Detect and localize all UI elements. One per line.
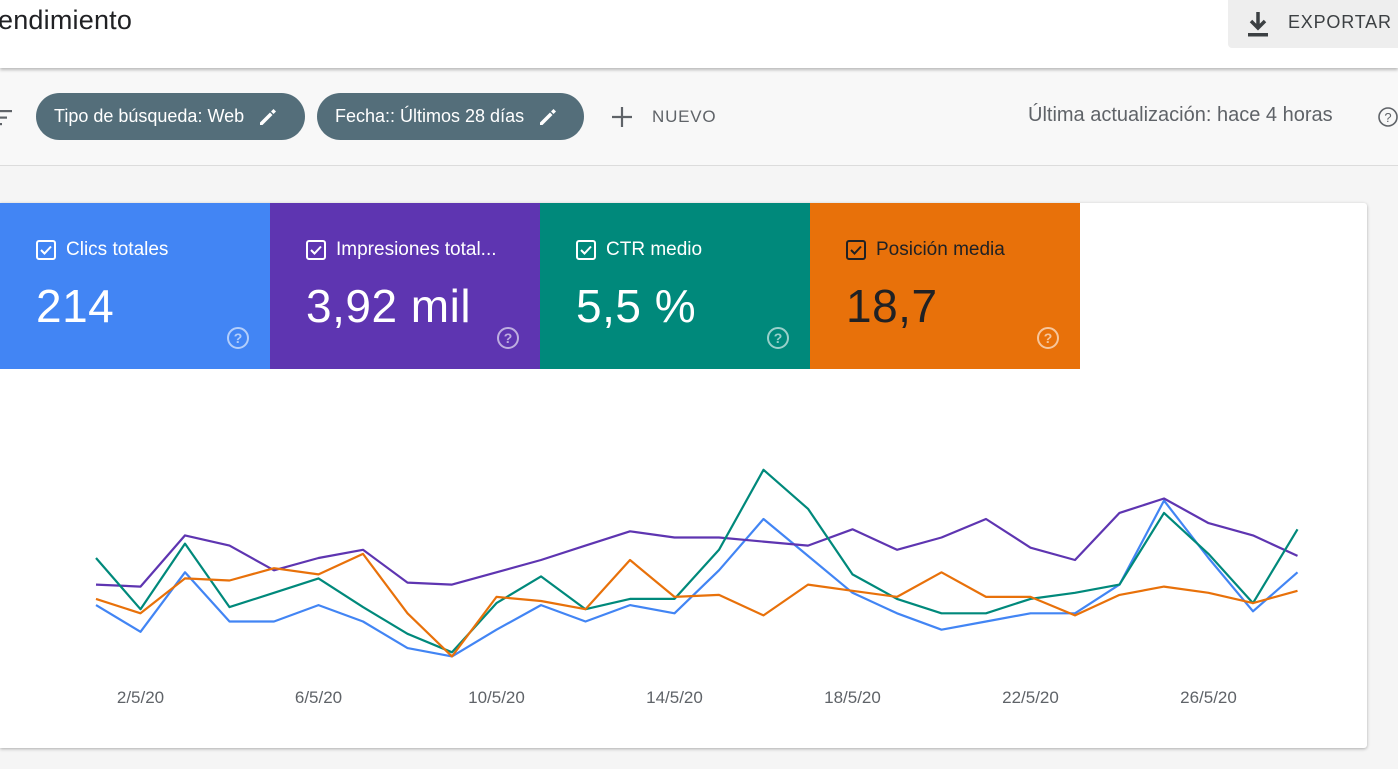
export-button[interactable]: EXPORTAR [1228, 0, 1398, 48]
metric-average-position[interactable]: Posición media 18,7 ? [810, 203, 1080, 369]
metric-total-impressions[interactable]: Impresiones total... 3,92 mil ? [270, 203, 540, 369]
filter-bar: Tipo de búsqueda: Web Fecha:: Últimos 28… [0, 68, 1398, 166]
top-bar: endimiento EXPORTAR [0, 0, 1398, 68]
download-icon [1248, 12, 1268, 37]
metric-label: CTR medio [606, 239, 703, 260]
metric-value: 18,7 [846, 280, 938, 332]
svg-text:?: ? [234, 330, 243, 346]
help-icon[interactable]: ? [496, 326, 520, 350]
edit-icon [260, 108, 277, 125]
svg-text:?: ? [774, 330, 783, 346]
help-icon[interactable]: ? [226, 326, 250, 350]
help-icon[interactable]: ? [766, 326, 790, 350]
page-title: endimiento [0, 5, 133, 35]
metric-value: 3,92 mil [306, 280, 472, 332]
edit-icon [540, 108, 557, 125]
series-line-ctr[interactable] [95, 468, 1299, 654]
new-filter-label: NUEVO [652, 106, 717, 126]
search-type-filter-chip[interactable]: Tipo de búsqueda: Web [36, 93, 305, 140]
svg-text:?: ? [504, 330, 513, 346]
checkbox-checked-icon[interactable] [36, 240, 56, 260]
x-tick-label: 26/5/20 [1180, 688, 1237, 707]
metric-total-clicks[interactable]: Clics totales 214 ? [0, 203, 270, 369]
svg-text:?: ? [1044, 330, 1053, 346]
x-tick-label: 18/5/20 [824, 688, 881, 707]
metric-label: Impresiones total... [336, 239, 497, 260]
performance-card: Clics totales 214 ? Impresiones total...… [0, 203, 1367, 748]
export-label: EXPORTAR [1288, 12, 1392, 32]
metric-label: Posición media [876, 239, 1005, 260]
x-tick-label: 22/5/20 [1002, 688, 1059, 707]
chip-label: Tipo de búsqueda: Web [54, 106, 245, 126]
checkbox-checked-icon[interactable] [846, 240, 866, 260]
last-update-text: Última actualización: hace 4 horas [1028, 104, 1333, 126]
x-tick-label: 2/5/20 [117, 688, 164, 707]
metric-label: Clics totales [66, 239, 169, 260]
checkbox-checked-icon[interactable] [306, 240, 326, 260]
x-tick-label: 6/5/20 [295, 688, 342, 707]
new-filter-button[interactable]: NUEVO [610, 93, 716, 140]
help-icon[interactable]: ? [1377, 106, 1398, 128]
performance-line-chart[interactable]: 2/5/20 6/5/20 10/5/20 14/5/20 18/5/20 22/5/20… [0, 203, 1367, 748]
series-line-clicks[interactable] [95, 499, 1299, 658]
help-icon[interactable]: ? [1036, 326, 1060, 350]
series-line-impressions[interactable] [95, 497, 1298, 588]
x-tick-label: 10/5/20 [468, 688, 525, 707]
plus-icon [612, 106, 632, 127]
metric-value: 5,5 % [576, 280, 697, 332]
metric-value: 214 [36, 280, 115, 332]
date-filter-chip[interactable]: Fecha:: Últimos 28 días [317, 93, 584, 140]
x-tick-label: 14/5/20 [646, 688, 703, 707]
series-line-position[interactable] [95, 552, 1298, 658]
svg-text:?: ? [1384, 110, 1391, 125]
filter-icon[interactable] [0, 108, 14, 128]
checkbox-checked-icon[interactable] [576, 240, 596, 260]
chip-label: Fecha:: Últimos 28 días [335, 106, 525, 126]
metric-average-ctr[interactable]: CTR medio 5,5 % ? [540, 203, 810, 369]
